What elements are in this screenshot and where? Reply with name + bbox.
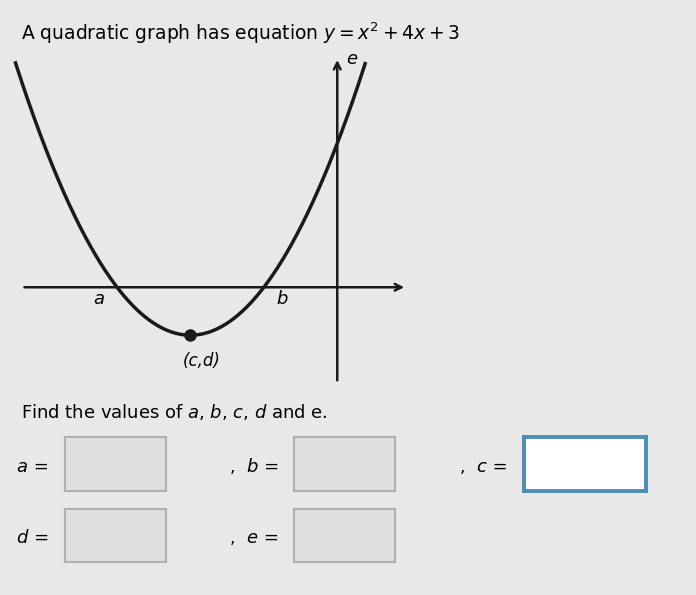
Text: ,: ,: [230, 529, 235, 547]
Text: a: a: [93, 290, 104, 308]
Text: d =: d =: [17, 529, 49, 547]
Text: ,: ,: [230, 458, 235, 476]
Text: b =: b =: [247, 458, 279, 476]
Text: b: b: [276, 290, 288, 308]
Text: A quadratic graph has equation $y = x^2 + 4x + 3$: A quadratic graph has equation $y = x^2 …: [21, 21, 460, 46]
Text: (c,d): (c,d): [182, 352, 221, 370]
Text: c =: c =: [477, 458, 507, 476]
Text: Find the values of $a$, $b$, $c$, $d$ and e.: Find the values of $a$, $b$, $c$, $d$ an…: [21, 402, 328, 422]
Text: ,: ,: [459, 458, 465, 476]
Text: e: e: [346, 51, 357, 68]
Text: a =: a =: [17, 458, 49, 476]
Text: e =: e =: [247, 529, 279, 547]
